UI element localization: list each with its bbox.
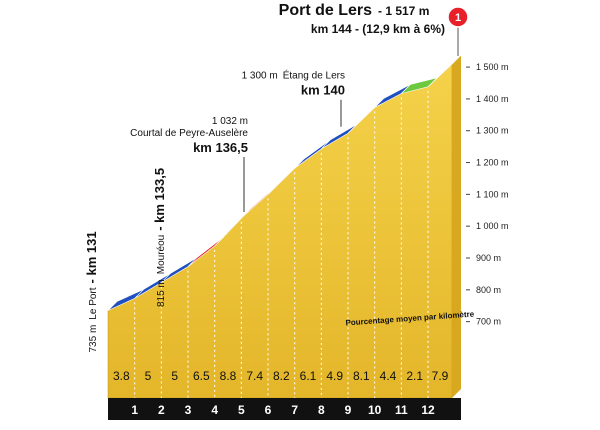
annotation-name: Mouréou xyxy=(156,235,167,274)
category-badge xyxy=(447,6,469,28)
grade-label: 8.1 xyxy=(353,369,370,383)
annotation-km: - km 133,5 xyxy=(152,168,167,231)
km-label: 4 xyxy=(211,403,218,417)
y-tick-label: 900 m xyxy=(476,253,501,263)
annotation-elevation: 735 m xyxy=(88,325,99,353)
annotation-name: Le Port xyxy=(88,287,99,319)
annotation: 1 300 m Étang de Lers xyxy=(242,69,345,82)
grade-label: 3.8 xyxy=(113,369,130,383)
km-label: 9 xyxy=(345,403,352,417)
grade-label: 8.8 xyxy=(220,369,237,383)
km-label: 3 xyxy=(185,403,192,417)
category-label: 1 xyxy=(455,12,461,24)
annotation-km: km 136,5 xyxy=(193,140,248,155)
km-label: 11 xyxy=(395,403,408,417)
km-label: 5 xyxy=(238,403,245,417)
y-tick-label: 1 200 m xyxy=(476,158,509,168)
y-tick-label: 1 500 m xyxy=(476,62,509,72)
grade-label: 4.4 xyxy=(380,369,397,383)
km-label: 2 xyxy=(158,403,165,417)
y-tick-label: 700 m xyxy=(476,317,501,327)
km-strip xyxy=(108,398,461,420)
grade-label: 7.4 xyxy=(246,369,263,383)
grade-label: 6.1 xyxy=(300,369,317,383)
chart-title: Port de Lers xyxy=(279,2,372,19)
annotation-km: km 140 xyxy=(301,83,345,98)
annotation-km: - km 131 xyxy=(84,231,99,283)
y-tick-label: 1 300 m xyxy=(476,126,509,136)
y-tick-label: 800 m xyxy=(476,285,501,295)
grade-label: 5 xyxy=(145,369,152,383)
y-tick-label: 1 000 m xyxy=(476,221,509,231)
grade-label: 7.9 xyxy=(432,369,449,383)
subtitle: km 144 - (12,9 km à 6%) xyxy=(311,22,445,36)
annotation: 735 m Le Port - km 131 xyxy=(84,231,99,352)
km-label: 1 xyxy=(131,403,138,417)
grade-label: 4.9 xyxy=(326,369,343,383)
y-tick-label: 1 100 m xyxy=(476,189,509,199)
annotation-elevation-label: 1 032 m xyxy=(212,116,248,127)
km-label: 12 xyxy=(421,403,435,417)
grade-label: 6.5 xyxy=(193,369,210,383)
km-label: 10 xyxy=(368,403,382,417)
grade-label: 8.2 xyxy=(273,369,290,383)
annotation-elevation: 1 300 m xyxy=(242,71,278,82)
annotation: 815 m Mouréou - km 133,5 xyxy=(152,168,167,307)
summit-label: - 1 517 m xyxy=(378,4,429,18)
grade-label: 2.1 xyxy=(406,369,423,383)
km-label: 7 xyxy=(291,403,298,417)
annotation-name: Courtal de Peyre-Auselère xyxy=(130,128,248,139)
km-label: 8 xyxy=(318,403,325,417)
annotation-name: Étang de Lers xyxy=(283,69,345,82)
profile-side xyxy=(452,55,461,398)
gradient-segment xyxy=(427,54,462,88)
km-label: 6 xyxy=(265,403,272,417)
annotation-elevation: 815 m xyxy=(156,279,167,307)
grade-label: 5 xyxy=(171,369,178,383)
y-tick-label: 1 400 m xyxy=(476,94,509,104)
